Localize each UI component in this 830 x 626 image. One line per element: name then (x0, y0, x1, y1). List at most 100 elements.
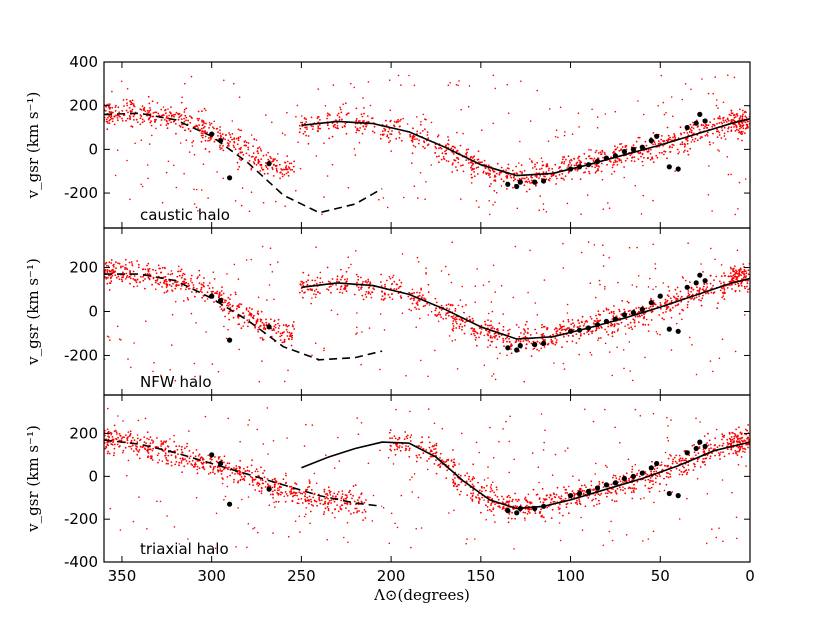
observed-star (697, 272, 703, 278)
simulation-particle (618, 310, 621, 313)
simulation-particle (240, 204, 243, 207)
simulation-particle (602, 265, 605, 267)
simulation-particle (660, 464, 663, 466)
observed-stars (209, 272, 708, 353)
simulation-particle (143, 120, 146, 122)
simulation-particle (613, 500, 616, 503)
simulation-particle (97, 444, 99, 446)
simulation-particle (318, 124, 321, 126)
simulation-particle (549, 177, 551, 180)
simulation-particle (238, 158, 241, 160)
simulation-particle (432, 445, 435, 448)
simulation-particle (723, 287, 725, 290)
simulation-particle (406, 437, 409, 440)
simulation-particle (591, 499, 593, 502)
simulation-particle (584, 162, 586, 165)
simulation-particle (397, 287, 400, 289)
simulation-particle (155, 127, 157, 130)
simulation-particle (170, 285, 173, 288)
simulation-particle (455, 327, 458, 329)
simulation-particle (358, 289, 360, 291)
simulation-particle (521, 177, 523, 180)
simulation-particle (723, 272, 725, 275)
simulation-particle (525, 190, 528, 193)
simulation-particle (205, 109, 207, 112)
simulation-particle (241, 187, 244, 189)
simulation-particle (243, 321, 246, 324)
simulation-particle (478, 206, 480, 208)
simulation-particle (279, 335, 281, 338)
simulation-particle (209, 465, 212, 467)
simulation-particle (607, 333, 610, 336)
simulation-particle (170, 454, 173, 457)
simulation-particle (534, 163, 536, 166)
simulation-particle (367, 121, 370, 123)
simulation-particle (120, 439, 123, 442)
simulation-particle (323, 502, 326, 505)
simulation-particle (238, 470, 241, 472)
simulation-particle (242, 154, 245, 156)
simulation-particle (726, 156, 729, 158)
simulation-particle (160, 108, 163, 111)
simulation-particle (308, 480, 311, 483)
simulation-particle (563, 179, 565, 181)
simulation-particle (240, 327, 243, 330)
simulation-particle (183, 108, 186, 111)
panel-label: NFW halo (140, 373, 212, 391)
simulation-particle (100, 445, 102, 447)
simulation-particle (326, 494, 329, 496)
simulation-particle (178, 124, 181, 127)
simulation-particle (613, 305, 615, 307)
simulation-particle (741, 272, 744, 274)
simulation-particle (566, 492, 569, 494)
simulation-particle (594, 494, 597, 496)
simulation-particle (141, 105, 144, 107)
simulation-particle (665, 308, 668, 311)
simulation-particle (457, 483, 460, 486)
simulation-particle (687, 153, 690, 156)
simulation-particle (426, 460, 428, 462)
simulation-particle (227, 302, 229, 305)
simulation-particle (654, 481, 657, 484)
simulation-particle (201, 110, 203, 113)
simulation-particle (417, 261, 420, 263)
simulation-particle (505, 169, 507, 171)
simulation-particle (499, 171, 502, 174)
simulation-particle (658, 151, 661, 154)
simulation-particle (344, 288, 346, 291)
simulation-particle (530, 342, 533, 345)
simulation-particle (616, 157, 619, 160)
simulation-particle (439, 457, 441, 459)
simulation-particle (641, 160, 644, 163)
simulation-particle (650, 311, 653, 314)
simulation-particle (355, 118, 358, 120)
simulation-particle (341, 496, 343, 498)
simulation-particle (593, 157, 596, 160)
simulation-particle (397, 74, 400, 77)
simulation-particle (692, 288, 695, 291)
simulation-particle (422, 305, 425, 308)
simulation-particle (611, 499, 614, 502)
simulation-particle (106, 269, 109, 271)
observed-star (621, 149, 628, 155)
simulation-particle (174, 300, 177, 303)
simulation-particle (454, 464, 456, 467)
simulation-particle (251, 471, 253, 474)
simulation-particle (733, 119, 736, 122)
simulation-particle (670, 349, 673, 351)
simulation-particle (474, 334, 476, 337)
simulation-particle (680, 132, 682, 135)
simulation-particle (416, 130, 419, 133)
simulation-particle (616, 146, 619, 149)
simulation-particle (440, 304, 443, 307)
simulation-particle (197, 110, 200, 113)
simulation-particle (494, 335, 497, 337)
simulation-particle (676, 298, 679, 300)
simulation-particle (684, 279, 687, 282)
simulation-particle (261, 479, 264, 482)
simulation-particle (622, 349, 625, 351)
simulation-particle (107, 116, 109, 119)
simulation-particle (612, 164, 614, 166)
simulation-particle (616, 346, 618, 349)
simulation-particle (743, 268, 746, 271)
